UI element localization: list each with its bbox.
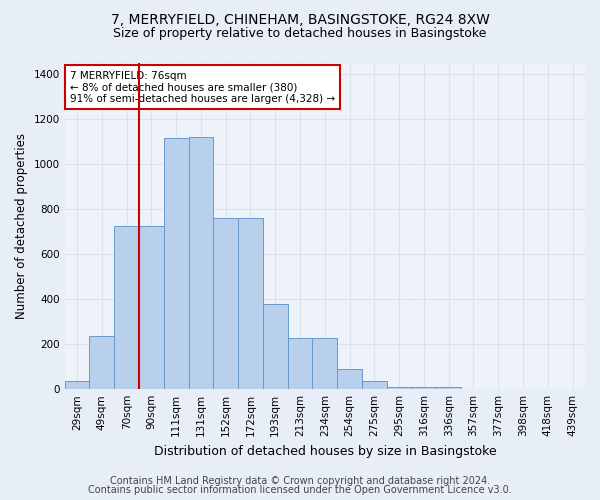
Bar — [188, 137, 214, 389]
Text: Contains HM Land Registry data © Crown copyright and database right 2024.: Contains HM Land Registry data © Crown c… — [110, 476, 490, 486]
Bar — [164, 138, 188, 389]
Text: 7, MERRYFIELD, CHINEHAM, BASINGSTOKE, RG24 8XW: 7, MERRYFIELD, CHINEHAM, BASINGSTOKE, RG… — [110, 12, 490, 26]
Bar — [214, 218, 238, 389]
Bar — [238, 218, 263, 389]
Bar — [313, 338, 337, 389]
Bar — [436, 388, 461, 389]
Bar — [89, 336, 114, 389]
X-axis label: Distribution of detached houses by size in Basingstoke: Distribution of detached houses by size … — [154, 444, 496, 458]
Text: Size of property relative to detached houses in Basingstoke: Size of property relative to detached ho… — [113, 28, 487, 40]
Bar — [263, 304, 287, 389]
Bar — [114, 226, 139, 389]
Bar — [412, 388, 436, 389]
Text: Contains public sector information licensed under the Open Government Licence v3: Contains public sector information licen… — [88, 485, 512, 495]
Bar — [287, 338, 313, 389]
Bar — [387, 388, 412, 389]
Bar — [337, 369, 362, 389]
Bar — [65, 382, 89, 389]
Bar — [139, 226, 164, 389]
Y-axis label: Number of detached properties: Number of detached properties — [15, 133, 28, 319]
Bar — [362, 382, 387, 389]
Text: 7 MERRYFIELD: 76sqm
← 8% of detached houses are smaller (380)
91% of semi-detach: 7 MERRYFIELD: 76sqm ← 8% of detached hou… — [70, 70, 335, 104]
